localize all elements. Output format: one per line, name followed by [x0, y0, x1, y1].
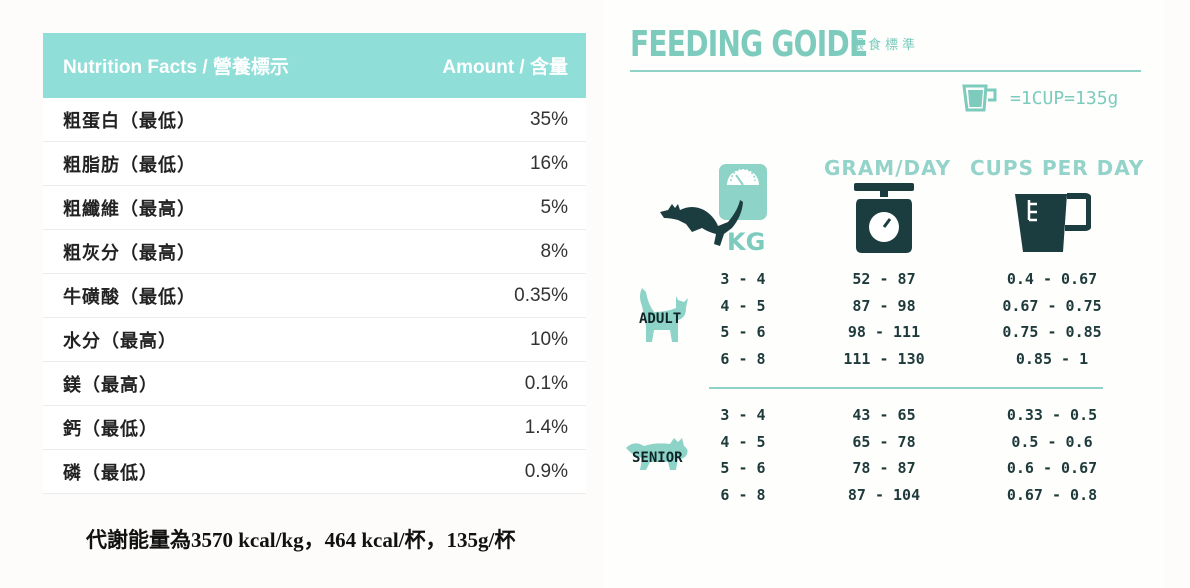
senior-cups: 0.6 - 0.67: [1006, 459, 1098, 477]
nutrient-name: 粗蛋白（最低）: [63, 110, 196, 132]
nutrient-name: 磷（最低）: [63, 462, 158, 484]
adult-cups: 0.4 - 0.67: [1006, 270, 1098, 288]
cup-small-icon: [962, 84, 997, 112]
adult-kg: 6 - 8: [720, 350, 766, 368]
nutrient-name: 鈣（最低）: [63, 418, 158, 440]
senior-cups: 0.5 - 0.6: [1011, 433, 1093, 451]
nutrient-name: 粗脂肪（最低）: [63, 154, 196, 176]
adult-cups: 0.75 - 0.85: [1002, 323, 1102, 341]
senior-gram: 87 - 104: [847, 486, 921, 504]
senior-kg: 6 - 8: [720, 486, 766, 504]
nutrient-value: 0.1%: [524, 372, 568, 394]
adult-gram: 52 - 87: [852, 270, 916, 288]
adult-gram: 98 - 111: [847, 323, 921, 341]
jumping-cat-icon: [660, 200, 743, 246]
adult-kg: 3 - 4: [720, 270, 766, 288]
nutrition-table: Nutrition Facts / 營養標示 Amount / 含量 粗蛋白（最…: [43, 33, 586, 494]
adult-cat-icon: [640, 288, 688, 342]
nutrition-row: 粗纖維（最高） 5%: [43, 186, 586, 230]
senior-kg: 5 - 6: [720, 459, 766, 477]
nutrient-value: 35%: [529, 108, 568, 130]
adult-label: ADULT: [639, 311, 682, 327]
nutrient-value: 5%: [540, 196, 568, 218]
nutrient-value: 0.35%: [514, 284, 568, 306]
nutrient-name: 水分（最高）: [63, 330, 177, 352]
nutrient-name: 粗纖維（最高）: [63, 198, 196, 220]
col-cups-per-day: CUPS PER DAY: [970, 156, 1145, 180]
col-gram-per-day: GRAM/DAY: [824, 156, 952, 180]
nutrient-value: 8%: [540, 240, 568, 262]
cup-equivalence: =1CUP=135g: [1010, 88, 1119, 109]
senior-cups: 0.67 - 0.8: [1006, 486, 1098, 504]
senior-kg: 3 - 4: [720, 406, 766, 424]
nutrient-value: 1.4%: [524, 416, 568, 438]
nutrition-row: 鈣（最低） 1.4%: [43, 406, 586, 450]
measuring-cup-icon: [1015, 193, 1091, 252]
nutrition-row: 鎂（最高） 0.1%: [43, 362, 586, 406]
nutrition-row: 粗灰分（最高） 8%: [43, 230, 586, 274]
nutrient-name: 粗灰分（最高）: [63, 242, 196, 264]
nutrition-row: 粗蛋白（最低） 35%: [43, 98, 586, 142]
senior-gram: 65 - 78: [852, 433, 916, 451]
adult-gram: 111 - 130: [843, 350, 925, 368]
senior-gram: 43 - 65: [852, 406, 916, 424]
nutrient-name: 鎂（最高）: [63, 374, 158, 396]
nutrition-row: 粗脂肪（最低） 16%: [43, 142, 586, 186]
senior-cups: 0.33 - 0.5: [1006, 406, 1098, 424]
nutrient-name: 牛磺酸（最低）: [63, 286, 196, 308]
adult-cups: 0.67 - 0.75: [1002, 297, 1102, 315]
adult-gram: 87 - 98: [852, 297, 916, 315]
adult-kg: 5 - 6: [720, 323, 766, 341]
adult-cups: 0.85 - 1: [1015, 350, 1089, 368]
nutrient-value: 0.9%: [524, 460, 568, 482]
bathroom-scale-icon: [719, 164, 767, 220]
title-underline: [630, 70, 1141, 72]
feeding-guide-subtitle: 餵食標準: [851, 38, 920, 53]
energy-note: 代謝能量為3570 kcal/kg，464 kcal/杯，135g/杯: [86, 528, 516, 552]
nutrition-row: 磷（最低） 0.9%: [43, 450, 586, 494]
nutrition-row: 牛磺酸（最低） 0.35%: [43, 274, 586, 318]
section-divider: [709, 387, 1103, 389]
feeding-guide-panel: [604, 0, 1164, 588]
kg-label: KG: [727, 228, 766, 256]
senior-label: SENIOR: [632, 450, 683, 466]
senior-gram: 78 - 87: [852, 459, 916, 477]
senior-cat-icon: [626, 438, 688, 470]
nutrient-value: 10%: [529, 328, 568, 350]
nutrition-row: 水分（最高） 10%: [43, 318, 586, 362]
nutrient-value: 16%: [529, 152, 568, 174]
feeding-guide-title: FEEDING GOIDE: [630, 24, 868, 65]
nutrition-header: Nutrition Facts / 營養標示 Amount / 含量: [43, 33, 586, 98]
header-nutrition-facts: Nutrition Facts / 營養標示: [63, 57, 289, 78]
adult-kg: 4 - 5: [720, 297, 766, 315]
senior-kg: 4 - 5: [720, 433, 766, 451]
kitchen-scale-icon: [854, 183, 914, 253]
header-amount: Amount / 含量: [442, 57, 568, 78]
